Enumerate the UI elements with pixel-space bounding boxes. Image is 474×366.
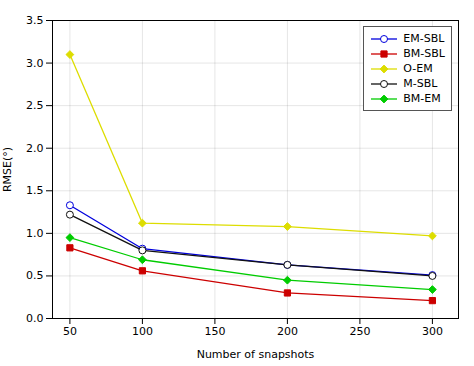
- svg-text:150: 150: [204, 325, 225, 338]
- svg-text:0.5: 0.5: [26, 269, 44, 282]
- html-text:M-SBL: M-SBL: [403, 77, 438, 90]
- svg-text:3.5: 3.5: [26, 14, 44, 27]
- html-text:O-EM: O-EM: [403, 62, 433, 75]
- svg-text:RMSE(°): RMSE(°): [1, 147, 14, 192]
- svg-text:2.0: 2.0: [26, 142, 44, 155]
- svg-text:50: 50: [63, 325, 77, 338]
- svg-text:100: 100: [132, 325, 153, 338]
- svg-text:1.5: 1.5: [26, 184, 44, 197]
- html-text:EM-SBL: EM-SBL: [403, 32, 445, 45]
- svg-text:Number of snapshots: Number of snapshots: [197, 348, 315, 361]
- svg-text:2.5: 2.5: [26, 99, 44, 112]
- html-text:BM-SBL: BM-SBL: [403, 47, 445, 60]
- html-text:BM-EM: BM-EM: [403, 92, 441, 105]
- svg-text:1.0: 1.0: [26, 227, 44, 240]
- svg-text:0.0: 0.0: [26, 312, 44, 325]
- svg-text:3.0: 3.0: [26, 57, 44, 70]
- svg-text:250: 250: [349, 325, 370, 338]
- svg-text:200: 200: [277, 325, 298, 338]
- svg-text:300: 300: [422, 325, 443, 338]
